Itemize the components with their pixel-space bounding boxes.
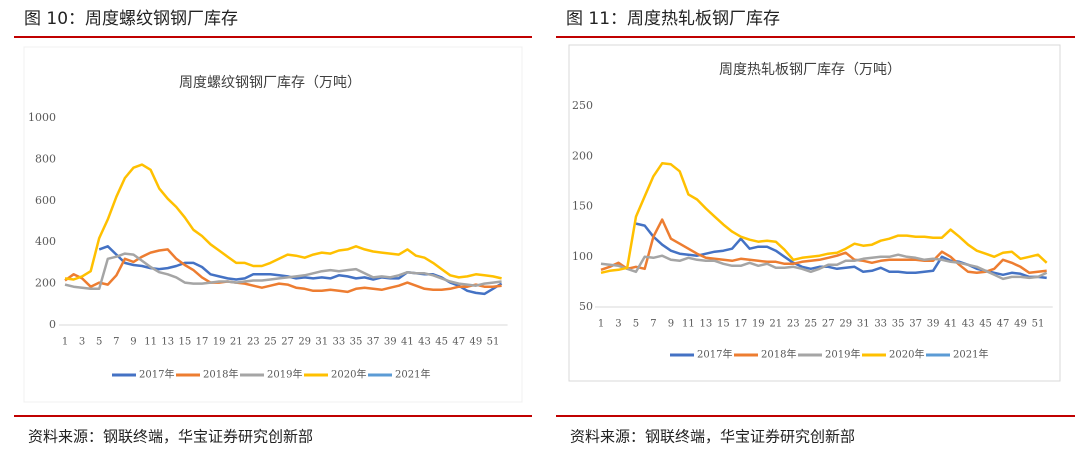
series-line: [600, 162, 1048, 275]
source-note: 资料来源：钢联终端，华宝证券研究创新部: [570, 428, 855, 446]
legend-label: 2020年: [331, 368, 366, 381]
x-tick-label: 47: [997, 319, 1010, 330]
x-tick-label: 51: [487, 337, 500, 348]
x-tick-label: 27: [822, 319, 835, 330]
y-tick-label: 250: [572, 99, 593, 112]
x-tick-label: 33: [874, 319, 887, 330]
y-tick-label: 200: [572, 149, 593, 162]
x-tick-label: 5: [633, 319, 639, 330]
chart-title: 周度螺纹钢钢厂库存（万吨）: [179, 75, 361, 91]
x-tick-label: 9: [668, 319, 674, 330]
chart-title: 周度热轧板钢厂库存（万吨）: [719, 62, 901, 78]
y-tick-label: 800: [35, 152, 56, 165]
y-tick-label: 50: [579, 300, 593, 313]
x-tick-label: 23: [787, 319, 800, 330]
y-tick-label: 200: [35, 277, 56, 290]
x-tick-label: 7: [650, 319, 656, 330]
legend-label: 2021年: [953, 348, 988, 361]
x-tick-label: 49: [1014, 319, 1027, 330]
y-tick-label: 150: [572, 200, 593, 213]
x-tick-label: 29: [298, 337, 311, 348]
x-tick-label: 47: [452, 337, 465, 348]
x-tick-label: 45: [435, 337, 448, 348]
x-tick-label: 51: [1032, 319, 1045, 330]
legend-label: 2018年: [761, 348, 796, 361]
x-tick-label: 31: [857, 319, 870, 330]
figure-caption: 图 10：周度螺纹钢钢厂库存: [24, 9, 238, 29]
x-tick-label: 9: [130, 337, 136, 348]
legend-label: 2019年: [267, 368, 302, 381]
x-tick-label: 1: [598, 319, 604, 330]
y-tick-label: 1000: [28, 111, 56, 124]
x-tick-label: 41: [401, 337, 414, 348]
x-tick-label: 25: [264, 337, 277, 348]
legend-label: 2017年: [139, 368, 174, 381]
chart-frame: [23, 46, 523, 403]
x-tick-label: 11: [682, 319, 695, 330]
x-tick-label: 43: [418, 337, 431, 348]
x-tick-label: 13: [161, 337, 174, 348]
x-tick-label: 3: [79, 337, 85, 348]
x-tick-label: 21: [230, 337, 243, 348]
series-line: [600, 253, 1048, 281]
legend-label: 2021年: [395, 368, 430, 381]
y-tick-label: 100: [572, 250, 593, 263]
x-tick-label: 23: [247, 337, 260, 348]
x-tick-label: 49: [470, 337, 483, 348]
x-tick-label: 43: [962, 319, 975, 330]
x-tick-label: 11: [144, 337, 157, 348]
x-tick-label: 17: [196, 337, 209, 348]
x-tick-label: 33: [333, 337, 346, 348]
y-tick-label: 0: [49, 318, 56, 331]
x-tick-label: 3: [615, 319, 621, 330]
y-tick-label: 600: [35, 194, 56, 207]
x-tick-label: 41: [944, 319, 957, 330]
legend-label: 2019年: [825, 348, 860, 361]
series-line: [64, 252, 502, 291]
x-tick-label: 13: [700, 319, 713, 330]
x-tick-label: 15: [717, 319, 730, 330]
x-tick-label: 21: [769, 319, 782, 330]
x-tick-label: 19: [752, 319, 765, 330]
legend-label: 2020年: [889, 348, 924, 361]
x-tick-label: 19: [213, 337, 226, 348]
x-tick-label: 35: [892, 319, 905, 330]
x-tick-label: 15: [178, 337, 191, 348]
x-tick-label: 1: [62, 337, 68, 348]
x-tick-label: 39: [384, 337, 397, 348]
x-tick-label: 37: [909, 319, 922, 330]
x-tick-label: 29: [839, 319, 852, 330]
x-tick-label: 35: [350, 337, 363, 348]
x-tick-label: 39: [927, 319, 940, 330]
legend-label: 2018年: [203, 368, 238, 381]
x-tick-label: 17: [734, 319, 747, 330]
x-tick-label: 25: [804, 319, 817, 330]
x-tick-label: 37: [367, 337, 380, 348]
series-line: [64, 163, 502, 281]
series-line: [600, 218, 1047, 275]
x-tick-label: 27: [281, 337, 294, 348]
chart-frame: [568, 44, 1061, 382]
source-note: 资料来源：钢联终端，华宝证券研究创新部: [28, 428, 313, 446]
x-tick-label: 7: [113, 337, 119, 348]
x-tick-label: 31: [315, 337, 328, 348]
series-line: [64, 248, 502, 294]
x-tick-label: 5: [96, 337, 102, 348]
x-tick-label: 45: [979, 319, 992, 330]
legend-label: 2017年: [697, 348, 732, 361]
y-tick-label: 400: [35, 235, 56, 248]
series-line: [635, 222, 1047, 280]
figure-caption: 图 11：周度热轧板钢厂库存: [566, 9, 780, 29]
